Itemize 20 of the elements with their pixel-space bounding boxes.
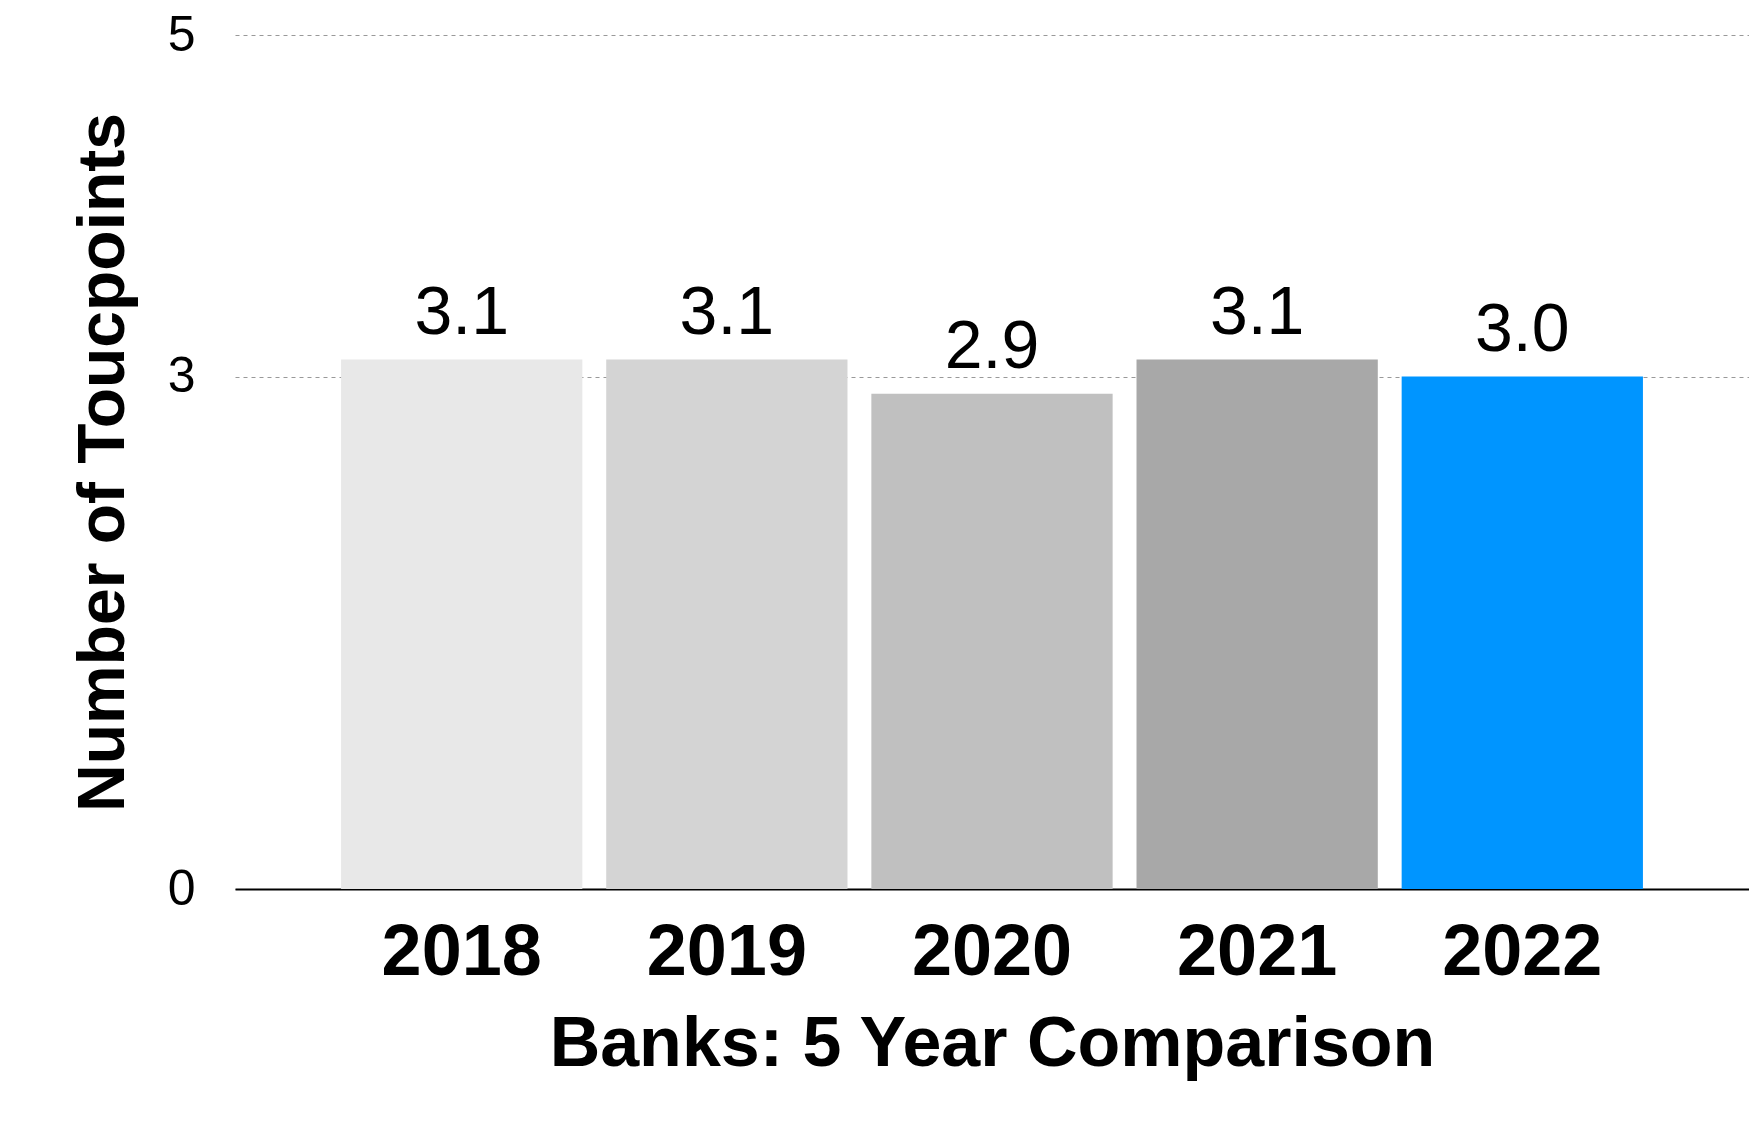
data-label: 3.0 <box>1475 288 1570 365</box>
bar <box>1136 359 1378 889</box>
bar <box>606 359 848 889</box>
x-tick-label: 2019 <box>646 909 807 990</box>
data-label: 3.1 <box>1209 271 1305 348</box>
x-axis-title: Banks: 5 Year Comparison <box>549 1002 1436 1081</box>
y-tick-label: 3 <box>167 347 196 404</box>
y-tick-label: 5 <box>167 5 196 62</box>
x-tick-label: 2022 <box>1442 909 1603 990</box>
y-axis-title: Number of Toucpoints <box>63 112 138 813</box>
data-label: 3.1 <box>414 271 509 348</box>
x-tick-label: 2021 <box>1177 909 1338 990</box>
bar <box>1401 376 1643 889</box>
data-label: 2.9 <box>944 305 1040 382</box>
x-tick-label: 2018 <box>381 909 542 990</box>
bar <box>871 393 1113 889</box>
data-label: 3.1 <box>679 271 775 348</box>
y-tick-label: 0 <box>167 859 196 916</box>
bar <box>341 359 583 889</box>
x-tick-label: 2020 <box>911 909 1073 990</box>
